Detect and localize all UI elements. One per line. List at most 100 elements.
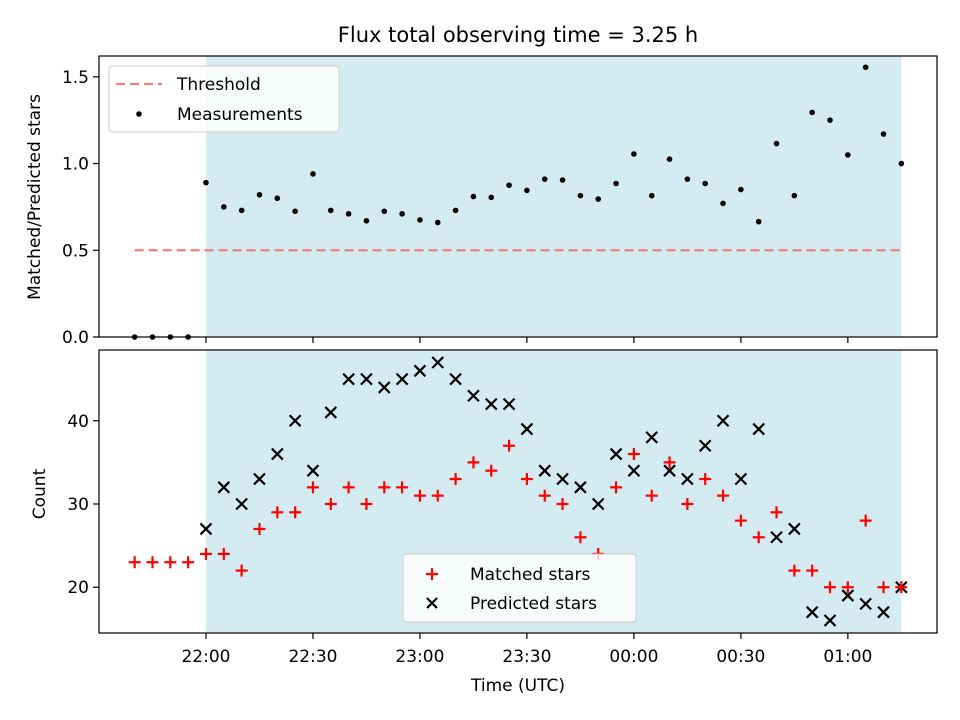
measurement-points xyxy=(131,64,905,340)
measurement-point xyxy=(203,179,209,186)
predicted-star-point xyxy=(413,364,427,378)
matched-star-point xyxy=(253,522,266,535)
legend-threshold-label: Threshold xyxy=(176,75,261,95)
matched-star-point xyxy=(895,581,908,594)
predicted-star-point xyxy=(841,589,855,602)
predicted-star-point xyxy=(609,447,623,461)
measurement-point xyxy=(827,117,833,123)
matched-star-point xyxy=(182,556,195,569)
measurement-point xyxy=(880,131,887,137)
measurement-point xyxy=(862,64,869,71)
measurement-point xyxy=(381,208,388,215)
matched-star-point xyxy=(503,439,516,452)
x-tick-label: 22:30 xyxy=(288,647,337,667)
predicted-star-point xyxy=(360,372,373,386)
matched-star-point xyxy=(413,489,426,502)
bottom-x-axis: 22:00 22:30 23:00 23:30 00:00 00:30 01:00 xyxy=(181,633,872,667)
matched-star-point xyxy=(520,473,533,486)
matched-star-point xyxy=(146,556,159,569)
measurement-point xyxy=(399,211,405,217)
predicted-star-point xyxy=(502,397,516,411)
predicted-star-point xyxy=(538,464,552,477)
matched-star-point xyxy=(556,497,569,510)
measurement-point xyxy=(506,182,512,189)
matched-star-point xyxy=(271,506,284,519)
legend-matched-label: Matched stars xyxy=(470,565,590,585)
predicted-star-point xyxy=(574,481,587,494)
measurement-point xyxy=(666,156,673,163)
matched-star-point xyxy=(378,481,391,494)
bottom-legend-box xyxy=(402,553,637,623)
top-plot-frame xyxy=(98,55,938,338)
top-y-tick-label: 0.5 xyxy=(62,241,89,261)
x-tick-label: 22:00 xyxy=(181,647,230,667)
top-legend: Threshold Measurements xyxy=(108,65,340,133)
predicted-star-point xyxy=(449,372,462,386)
matched-star-point xyxy=(396,481,409,494)
predicted-star-point xyxy=(217,481,231,494)
measurement-point xyxy=(292,208,298,215)
measurement-point xyxy=(256,191,263,198)
matched-star-point xyxy=(699,473,712,486)
matched-star-point xyxy=(431,489,444,502)
legend-predicted-swatch xyxy=(426,597,438,609)
matched-star-point xyxy=(324,497,337,510)
top-y-axis: 0.0 0.5 1.0 1.5 xyxy=(62,68,99,348)
matched-star-point xyxy=(306,481,319,494)
measurement-point xyxy=(773,140,780,147)
matched-star-point xyxy=(199,547,212,560)
matched-star-point xyxy=(485,464,498,477)
measurement-point xyxy=(488,194,495,201)
measurement-point xyxy=(363,217,370,224)
measurement-point xyxy=(559,177,566,183)
predicted-star-point xyxy=(859,597,872,611)
measurement-point xyxy=(613,180,619,187)
matched-star-point xyxy=(627,448,640,461)
predicted-star-point xyxy=(663,464,676,477)
predicted-star-point xyxy=(805,605,819,619)
predicted-star-point xyxy=(484,397,498,411)
matched-star-point xyxy=(538,489,551,502)
matched-star-point xyxy=(788,564,801,577)
predicted-star-point xyxy=(271,447,284,461)
matched-star-point xyxy=(164,556,177,569)
matched-star-point xyxy=(841,581,854,594)
predicted-star-point xyxy=(734,472,748,486)
x-axis-label: Time (UTC) xyxy=(470,676,565,696)
matched-star-point xyxy=(342,481,355,494)
predicted-star-point xyxy=(716,414,730,428)
bottom-legend: Matched stars Predicted stars xyxy=(402,553,637,623)
predicted-star-point xyxy=(235,497,248,511)
matched-star-point xyxy=(806,564,819,577)
measurement-point xyxy=(327,207,334,214)
matched-star-point xyxy=(645,489,658,502)
measurement-point xyxy=(684,176,691,182)
measurement-point xyxy=(221,204,227,210)
bottom-panel: 20 30 40 22:00 22:30 23:00 23:30 00:00 00:30 01:… xyxy=(30,349,938,696)
measurement-point xyxy=(434,219,441,226)
matched-star-point xyxy=(289,506,302,519)
measurement-point xyxy=(755,218,762,225)
measurement-point xyxy=(631,151,637,157)
predicted-star-point xyxy=(253,472,266,486)
top-legend-box xyxy=(108,65,340,133)
measurement-point xyxy=(738,186,744,193)
measurement-point xyxy=(274,195,281,202)
predicted-star-point xyxy=(467,389,480,403)
measurement-point xyxy=(541,176,548,182)
predicted-star-point xyxy=(342,372,355,386)
measurement-point xyxy=(452,207,459,214)
x-tick-label: 01:00 xyxy=(823,647,872,667)
matched-star-point xyxy=(681,497,694,510)
matched-star-point xyxy=(717,489,730,502)
measurement-point xyxy=(809,109,815,116)
matched-star-point xyxy=(467,456,480,469)
predicted-star-point xyxy=(752,422,765,436)
measurement-point xyxy=(845,152,851,158)
legend-matched-swatch xyxy=(426,568,438,580)
top-y-tick-label: 0.0 xyxy=(62,328,89,348)
measurement-point xyxy=(345,211,352,217)
measurement-point xyxy=(720,200,726,207)
matched-star-point xyxy=(235,564,248,577)
legend-predicted-label: Predicted stars xyxy=(470,594,597,614)
